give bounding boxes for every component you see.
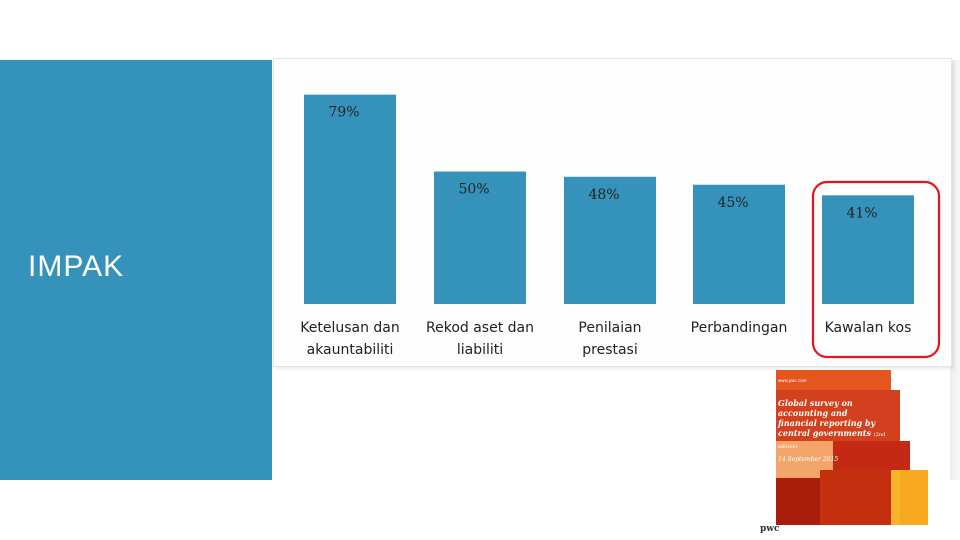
- bar-3: [693, 184, 785, 304]
- report-cover-image: [776, 370, 928, 525]
- right-shadow-strip: [950, 60, 960, 480]
- value-label-3: 45%: [717, 195, 748, 211]
- value-label-0: 79%: [328, 105, 359, 121]
- value-label-4: 41%: [846, 205, 877, 221]
- category-label-4-0: Kawalan kos: [825, 320, 912, 336]
- category-label-2-0: Penilaian: [578, 320, 641, 336]
- bar-chart-svg: 79% Ketelusan dan akauntabiliti 50% Rekod as…: [300, 94, 941, 359]
- report-date: 14 September 2015: [778, 456, 839, 463]
- report-url: www.pwc.com: [778, 378, 807, 383]
- section-title: IMPAK: [28, 250, 125, 283]
- bar-2: [564, 176, 656, 304]
- bar-1: [434, 171, 526, 304]
- report-title: Global survey on accounting and financia…: [778, 398, 886, 450]
- bar-0: [304, 94, 396, 305]
- bar-4: [822, 195, 914, 304]
- bar-chart: 79% Ketelusan dan akauntabiliti 50% Rekod as…: [273, 58, 952, 367]
- category-label-1-1: liabiliti: [457, 342, 503, 358]
- category-label-0-1: akauntabiliti: [307, 342, 394, 358]
- pwc-logo: pwc: [760, 524, 780, 534]
- side-panel: [0, 60, 272, 480]
- category-label-1-0: Rekod aset dan: [426, 320, 534, 336]
- value-label-1: 50%: [458, 182, 489, 198]
- category-label-2-1: prestasi: [582, 342, 638, 358]
- value-label-2: 48%: [588, 187, 619, 203]
- category-label-3-0: Perbandingan: [691, 320, 788, 336]
- highlight-box: [811, 180, 941, 359]
- category-label-0-0: Ketelusan dan: [300, 320, 400, 336]
